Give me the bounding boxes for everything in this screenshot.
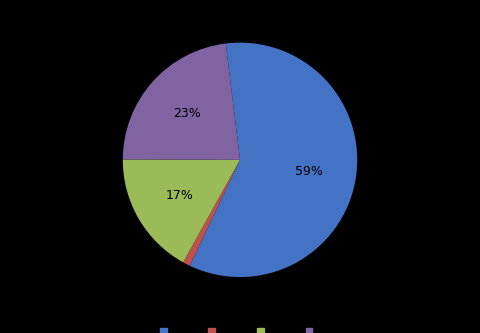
Text: 17%: 17% bbox=[166, 189, 193, 202]
Legend: , , , : , , , bbox=[160, 327, 320, 333]
Wedge shape bbox=[190, 43, 357, 277]
Text: 59%: 59% bbox=[296, 165, 324, 177]
Wedge shape bbox=[123, 44, 240, 160]
Wedge shape bbox=[123, 160, 240, 262]
Wedge shape bbox=[183, 160, 240, 266]
Text: 23%: 23% bbox=[174, 107, 201, 120]
